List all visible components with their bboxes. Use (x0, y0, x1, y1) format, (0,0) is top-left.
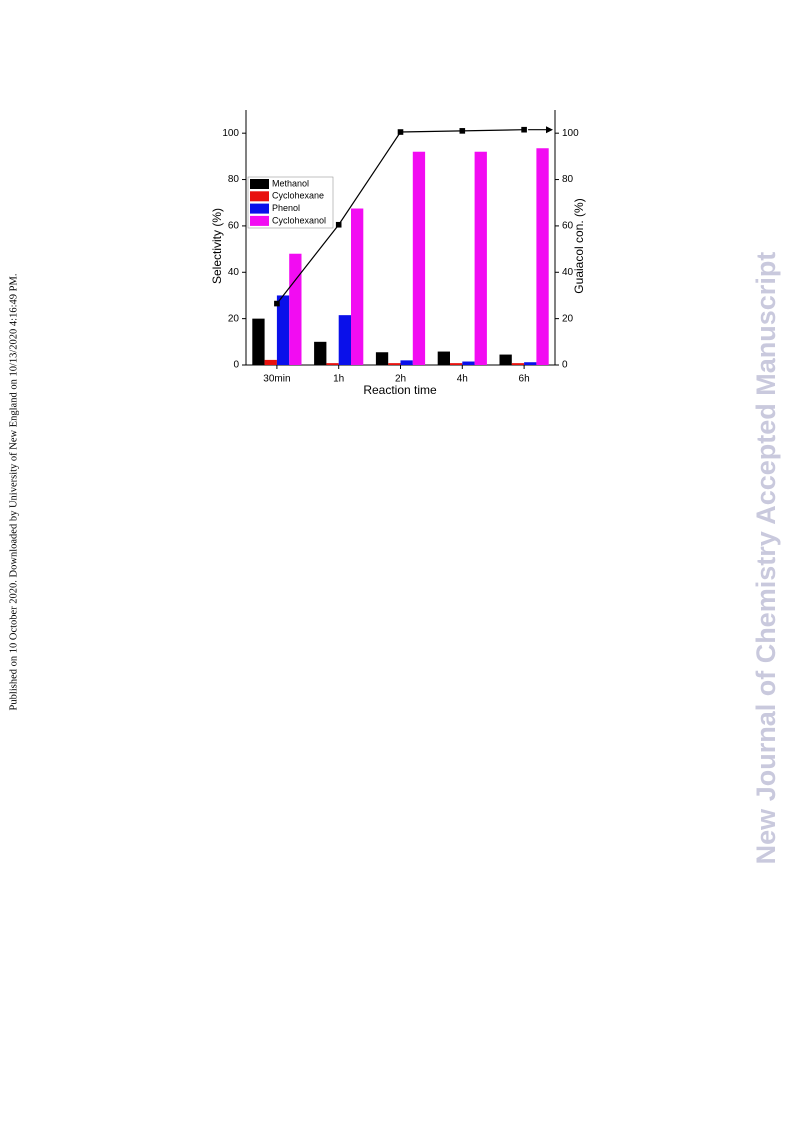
bar (511, 363, 525, 365)
bar (474, 151, 487, 365)
y2-tick-label: 100 (562, 128, 579, 139)
y-tick-label: 0 (233, 360, 239, 371)
axis-arrow-head (546, 126, 553, 134)
line-marker (521, 126, 527, 133)
x-tick-label: 1h (333, 374, 344, 385)
y2-axis-label: Guaiacol con. (%) (572, 198, 586, 293)
y2-tick-label: 40 (562, 267, 574, 278)
y-axis-label: Selectivity (%) (210, 208, 224, 284)
legend-swatch (250, 215, 269, 226)
bar (388, 363, 401, 365)
y2-tick-label: 80 (562, 174, 574, 185)
line-marker (459, 128, 466, 134)
legend-label: Cyclohexane (272, 191, 324, 201)
bar (499, 354, 512, 365)
bar (462, 361, 475, 365)
bar (351, 208, 364, 365)
y-tick-label: 60 (228, 221, 240, 232)
legend-label: Phenol (272, 203, 300, 213)
y-tick-label: 20 (228, 313, 240, 324)
legend-swatch (250, 179, 269, 189)
legend-swatch (250, 203, 269, 214)
bar (400, 360, 413, 365)
bar (289, 253, 302, 365)
x-tick-label: 2h (395, 374, 406, 385)
bar (264, 359, 277, 365)
x-tick-label: 30min (263, 374, 290, 385)
bar (536, 148, 549, 365)
x-tick-label: 4h (457, 374, 468, 385)
legend-label: Cyclohexanol (272, 215, 326, 225)
line-marker (274, 300, 280, 307)
x-axis-label: Reaction time (363, 383, 437, 397)
y2-tick-label: 20 (562, 313, 574, 324)
y-tick-label: 80 (228, 174, 240, 185)
bar (450, 363, 463, 365)
bar (412, 151, 426, 365)
bar (276, 295, 290, 365)
legend-label: Methanol (272, 178, 309, 188)
watermark: New Journal of Chemistry Accepted Manusc… (751, 252, 781, 865)
y2-tick-label: 60 (562, 221, 574, 232)
bar (524, 362, 537, 365)
legend-swatch (250, 191, 269, 202)
line-marker (397, 129, 404, 135)
y-tick-label: 100 (222, 128, 239, 139)
x-tick-label: 6h (519, 374, 530, 385)
bar (252, 318, 265, 365)
bar (375, 352, 389, 365)
y2-tick-label: 0 (562, 360, 568, 371)
bar (326, 363, 339, 365)
line-marker (335, 221, 342, 228)
bar (338, 315, 351, 365)
y-tick-label: 40 (228, 267, 240, 278)
bar (437, 351, 450, 365)
side-note: Published on 10 October 2020. Downloaded… (8, 274, 19, 711)
bar (314, 341, 327, 365)
